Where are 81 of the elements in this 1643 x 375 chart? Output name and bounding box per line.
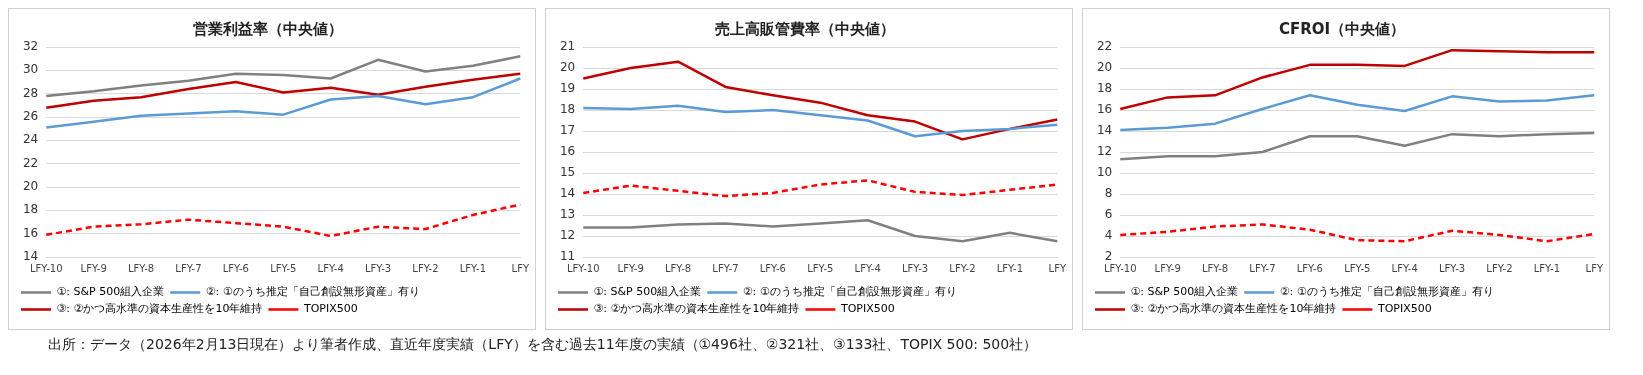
x-tick-label: LFY-8 <box>664 262 692 274</box>
legend-label: ②: ①のうち推定「自己創設無形資産」有り <box>1279 285 1494 299</box>
x-tick-label: LFY-9 <box>80 262 107 274</box>
y-tick-label: 16 <box>559 144 576 159</box>
y-tick-label: 12 <box>1096 144 1113 159</box>
y-tick-label: 32 <box>22 39 39 54</box>
x-tick-label: LFY-7 <box>1249 262 1276 274</box>
x-tick-label: LFY-3 <box>901 262 929 274</box>
y-tick-label: 28 <box>22 85 39 100</box>
x-tick-label: LFY-9 <box>617 262 644 274</box>
y-tick-label: 12 <box>559 228 576 243</box>
y-tick-label: 16 <box>1096 102 1113 117</box>
x-tick-label: LFY-8 <box>1201 262 1229 274</box>
x-tick-label: LFY-9 <box>1154 262 1181 274</box>
x-tick-label: LFY-7 <box>712 262 739 274</box>
y-tick-label: 8 <box>1104 186 1113 201</box>
y-tick-label: 16 <box>22 225 39 240</box>
x-tick-label: LFY-5 <box>270 262 297 274</box>
y-tick-label: 14 <box>559 186 576 201</box>
legend-label: ②: ①のうち推定「自己創設無形資産」有り <box>742 285 957 299</box>
y-tick-label: 2 <box>1104 249 1113 264</box>
y-tick-label: 18 <box>1096 81 1113 96</box>
x-tick-label: LFY-10 <box>1103 262 1137 274</box>
y-tick-label: 19 <box>559 81 576 96</box>
x-tick-label: LFY-7 <box>175 262 202 274</box>
y-tick-label: 20 <box>22 179 39 194</box>
x-tick-label: LFY-1 <box>459 262 486 274</box>
legend-label: ③: ②かつ高水準の資本生産性を10年維持 <box>593 302 800 316</box>
legend-label: ①: S&P 500組入企業 <box>1130 285 1239 299</box>
chart-title: 営業利益率（中央値） <box>193 19 343 38</box>
y-tick-label: 17 <box>559 123 576 138</box>
x-tick-label: LFY-6 <box>222 262 249 274</box>
y-tick-label: 20 <box>559 60 576 75</box>
legend-label: ②: ①のうち推定「自己創設無形資産」有り <box>205 285 420 299</box>
y-tick-label: 15 <box>559 165 576 180</box>
x-tick-label: LFY-2 <box>949 262 976 274</box>
x-tick-label: LFY <box>1048 262 1067 274</box>
y-tick-label: 21 <box>559 39 576 54</box>
x-tick-label: LFY-5 <box>807 262 834 274</box>
legend-label: TOPIX500 <box>839 302 895 316</box>
x-tick-label: LFY-10 <box>29 262 63 274</box>
x-tick-label: LFY-3 <box>1438 262 1466 274</box>
x-tick-label: LFY <box>1585 262 1604 274</box>
x-tick-label: LFY-4 <box>854 262 881 274</box>
y-tick-label: 22 <box>1096 39 1113 54</box>
y-tick-label: 24 <box>22 132 39 147</box>
legend-label: TOPIX500 <box>302 302 358 316</box>
y-tick-label: 4 <box>1104 228 1113 243</box>
y-tick-label: 10 <box>1096 165 1113 180</box>
y-tick-label: 26 <box>22 109 39 124</box>
x-tick-label: LFY-6 <box>759 262 786 274</box>
legend-label: TOPIX500 <box>1376 302 1432 316</box>
chart-title: 売上高販管費率（中央値） <box>715 19 895 38</box>
y-tick-label: 30 <box>22 62 39 77</box>
x-tick-label: LFY-6 <box>1296 262 1323 274</box>
x-tick-label: LFY <box>511 262 530 274</box>
legend-label: ③: ②かつ高水準の資本生産性を10年維持 <box>56 302 263 316</box>
x-tick-label: LFY-10 <box>566 262 600 274</box>
y-tick-label: 14 <box>22 249 39 264</box>
legend-label: ①: S&P 500組入企業 <box>56 285 165 299</box>
x-tick-label: LFY-1 <box>1533 262 1560 274</box>
text: 出所：データ（2026年2月13日現在）より筆者作成、直近年度実績（LFY）を含む過去11年度の実績（①496社、②321社、③133社、TOPIX 500: 500社） <box>48 336 1039 354</box>
y-tick-label: 18 <box>22 202 39 217</box>
y-tick-label: 22 <box>22 155 39 170</box>
x-tick-label: LFY-5 <box>1344 262 1371 274</box>
y-tick-label: 20 <box>1096 60 1113 75</box>
y-tick-label: 14 <box>1096 123 1113 138</box>
legend-label: ③: ②かつ高水準の資本生産性を10年維持 <box>1130 302 1337 316</box>
y-tick-label: 6 <box>1104 207 1113 222</box>
y-tick-label: 18 <box>559 102 576 117</box>
x-tick-label: LFY-2 <box>1486 262 1513 274</box>
y-tick-label: 13 <box>559 207 576 222</box>
x-tick-label: LFY-8 <box>127 262 155 274</box>
chart-title: CFROI（中央値） <box>1278 19 1406 38</box>
x-tick-label: LFY-3 <box>364 262 392 274</box>
x-tick-label: LFY-4 <box>317 262 344 274</box>
x-tick-label: LFY-1 <box>996 262 1023 274</box>
y-tick-label: 11 <box>559 249 576 264</box>
x-tick-label: LFY-2 <box>412 262 439 274</box>
legend-label: ①: S&P 500組入企業 <box>593 285 702 299</box>
x-tick-label: LFY-4 <box>1391 262 1418 274</box>
